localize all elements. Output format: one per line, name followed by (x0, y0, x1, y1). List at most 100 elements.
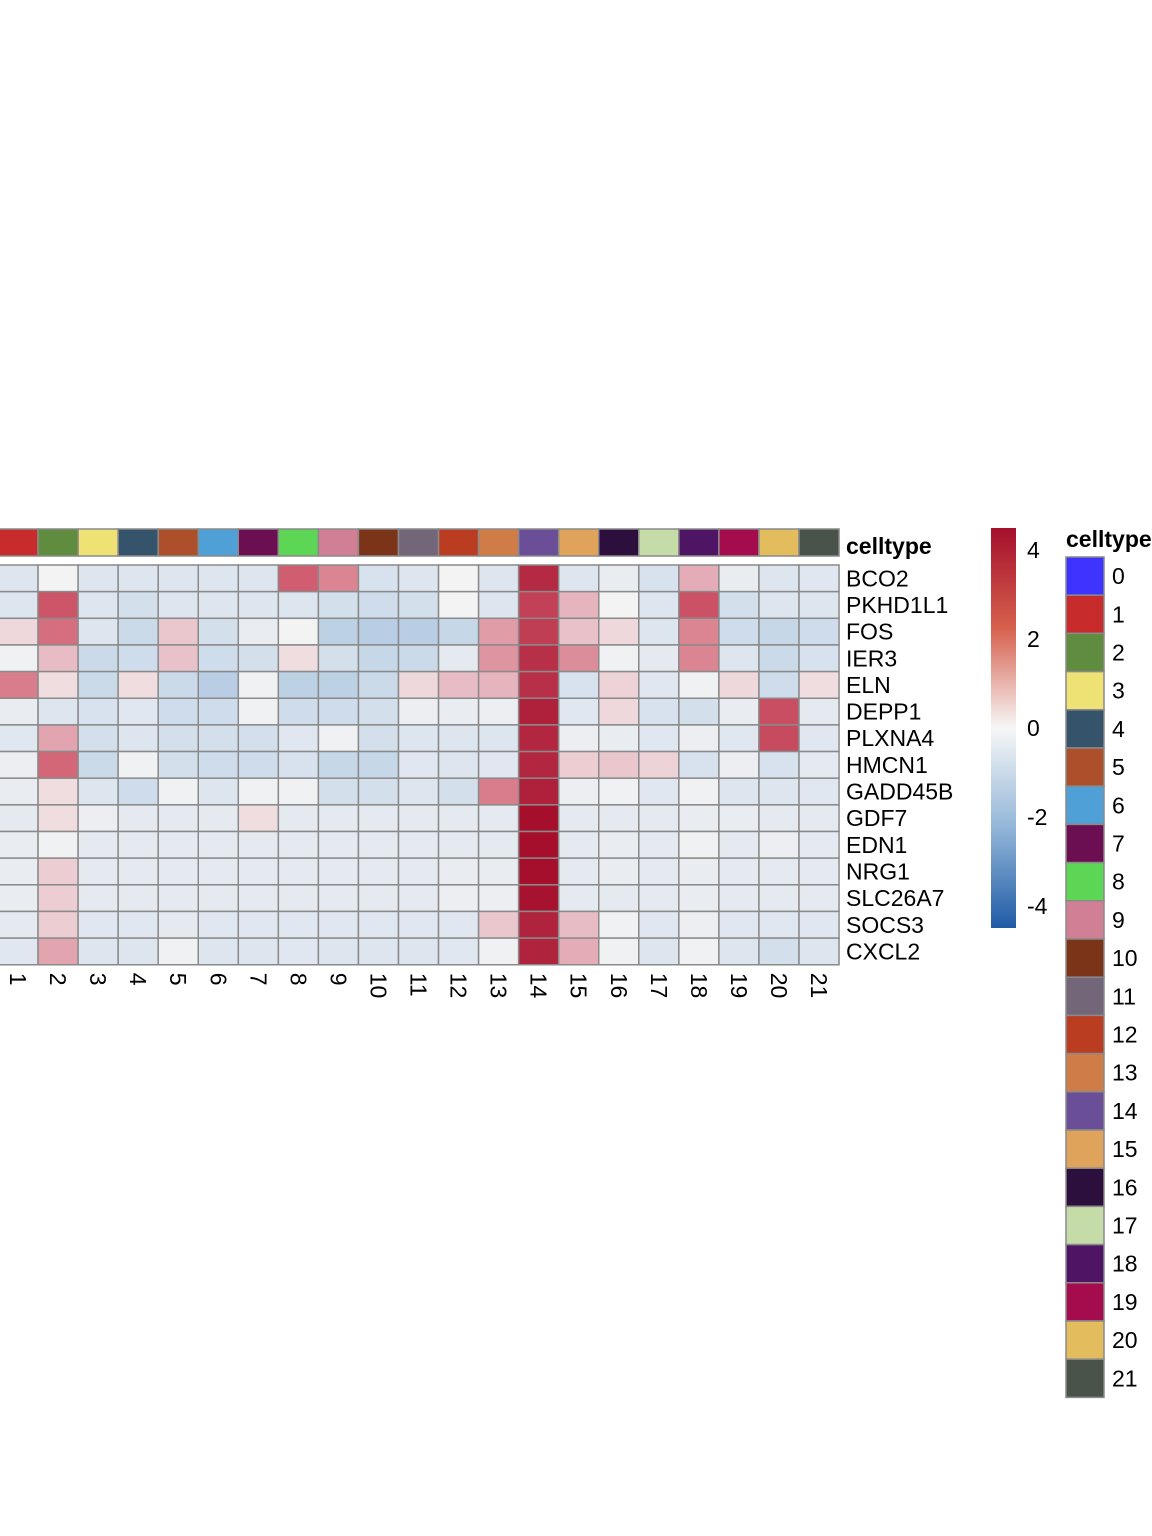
heatmap-cell (678, 857, 720, 886)
legend-swatch-3 (1065, 670, 1105, 711)
heatmap-cell (638, 697, 680, 726)
heatmap-cell (437, 937, 480, 966)
heatmap-cell (397, 644, 440, 673)
annotation-cell-16 (598, 528, 640, 557)
heatmap-cell (77, 830, 119, 859)
heatmap-cell (197, 830, 240, 859)
annotation-cell-4 (117, 528, 159, 557)
row-label: ELN (846, 672, 891, 698)
heatmap-cell (758, 830, 800, 859)
heatmap-cell (477, 830, 520, 859)
legend-label: 12 (1112, 1022, 1138, 1048)
heatmap-cell (437, 857, 480, 886)
column-label: 18 (686, 973, 712, 999)
heatmap-cell (758, 937, 800, 966)
legend-label: 5 (1112, 754, 1125, 780)
heatmap-cell (197, 750, 240, 779)
heatmap-cell (117, 724, 159, 753)
heatmap-cell (517, 697, 560, 726)
heatmap-cell (598, 590, 640, 620)
column-label: 17 (646, 973, 672, 999)
annotation-cell-12 (437, 528, 480, 557)
heatmap-cell (477, 750, 520, 779)
heatmap-cell (357, 830, 400, 859)
heatmap-cell (437, 910, 480, 939)
row-label: HMCN1 (846, 752, 928, 778)
legend-swatch-17 (1065, 1205, 1105, 1246)
heatmap-cell (517, 670, 560, 699)
annotation-label: celltype (846, 533, 932, 559)
heatmap-cell (277, 884, 320, 913)
colorbar: 4 2 0 -2 -4 (991, 528, 1048, 928)
heatmap-cell (517, 750, 560, 779)
heatmap-cell (517, 777, 560, 806)
heatmap-cell (718, 777, 760, 806)
legend-swatch-0 (1065, 556, 1105, 596)
legend-label: 10 (1112, 945, 1138, 971)
column-label: 14 (526, 973, 552, 999)
heatmap-cell (317, 884, 360, 913)
heatmap-cell (357, 804, 400, 833)
heatmap-cell (37, 857, 79, 886)
heatmap-cell (237, 697, 280, 726)
colorbar-tick-label: 2 (1027, 626, 1040, 652)
heatmap-cell (357, 670, 400, 699)
heatmap-cell (37, 830, 79, 859)
heatmap-cell (557, 777, 600, 806)
heatmap-cell (798, 830, 840, 859)
column-label: 12 (446, 973, 472, 999)
legend-swatch-11 (1065, 976, 1105, 1017)
heatmap-cell (277, 777, 320, 806)
heatmap-cell (237, 564, 280, 593)
legend-label: 7 (1112, 831, 1125, 857)
row-label: CXCL2 (846, 938, 920, 964)
heatmap-cell (277, 750, 320, 779)
heatmap-cell (77, 857, 119, 886)
heatmap-cell (477, 937, 520, 966)
heatmap-cell (357, 750, 400, 779)
legend-label: 21 (1112, 1365, 1138, 1391)
heatmap-cell (357, 644, 400, 673)
heatmap-cell (197, 724, 240, 753)
heatmap-cell (798, 910, 840, 939)
heatmap-cell (37, 644, 79, 673)
heatmap-cell (277, 590, 320, 620)
heatmap-cell (758, 777, 800, 806)
heatmap-cell (197, 564, 240, 593)
heatmap-cell (357, 910, 400, 939)
heatmap-cell (317, 777, 360, 806)
heatmap-cell (277, 644, 320, 673)
column-label: 1 (5, 973, 31, 986)
heatmap-cell (117, 564, 159, 593)
heatmap-cell (598, 724, 640, 753)
heatmap-cell (0, 857, 39, 886)
heatmap-cell (117, 884, 159, 913)
legend-label: 11 (1112, 983, 1136, 1009)
heatmap-cell (718, 590, 760, 620)
heatmap-cell (277, 697, 320, 726)
heatmap-cell (477, 590, 520, 620)
column-label: 20 (766, 973, 792, 999)
row-label: EDN1 (846, 832, 907, 858)
annotation-cell-2 (37, 528, 79, 557)
heatmap-cell (157, 884, 199, 913)
heatmap-cell (197, 857, 240, 886)
heatmap-cell (197, 937, 240, 966)
column-label: 16 (606, 973, 632, 999)
heatmap-cell (237, 937, 280, 966)
heatmap-cell (437, 777, 480, 806)
heatmap-cell (598, 777, 640, 806)
heatmap-cell (117, 804, 159, 833)
heatmap-cell (718, 564, 760, 593)
heatmap-cell (277, 724, 320, 753)
heatmap-cell (557, 697, 600, 726)
heatmap-cell (638, 777, 680, 806)
heatmap-cell (437, 590, 480, 620)
legend-swatch-9 (1065, 900, 1105, 940)
heatmap-cell (437, 804, 480, 833)
row-label: GDF7 (846, 805, 907, 831)
heatmap-cell (77, 617, 119, 646)
heatmap-cell (598, 697, 640, 726)
legend-swatch-5 (1065, 747, 1105, 787)
